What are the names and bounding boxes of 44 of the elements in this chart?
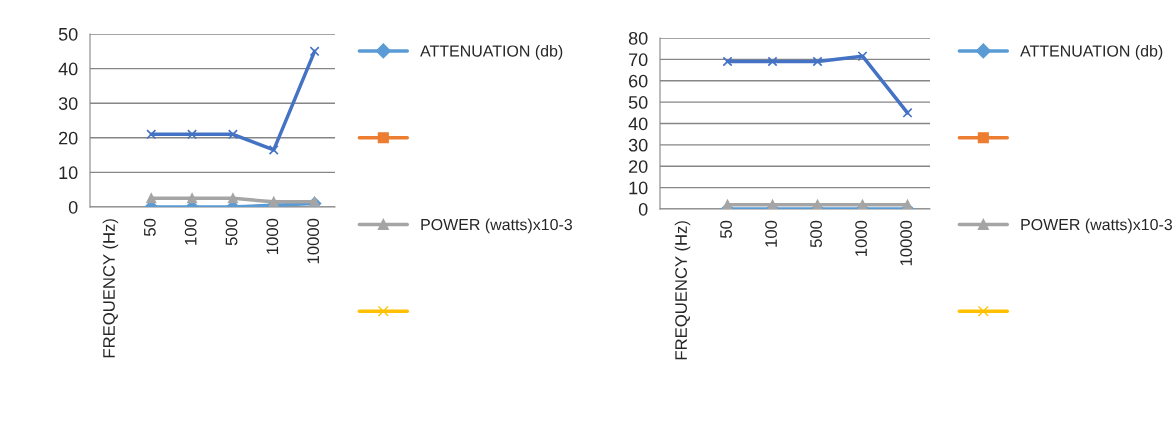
- point: [722, 56, 733, 67]
- x-tick-label: 10000: [900, 220, 912, 266]
- point: [309, 46, 320, 57]
- y-tick-label: 50: [58, 27, 78, 41]
- y-tick-label: 40: [58, 62, 78, 76]
- point: [227, 193, 238, 204]
- y-tick-label: 50: [628, 96, 648, 109]
- y-tick-label: 0: [68, 200, 78, 214]
- point: [227, 129, 238, 140]
- y-tick-label: 20: [629, 160, 648, 173]
- y-tick-label: 60: [629, 74, 648, 88]
- y-tick-label: 80: [628, 31, 648, 45]
- x-tick-label: 50: [720, 220, 732, 238]
- legend-label: POWER (watts)x10-3: [1021, 218, 1173, 234]
- point: [146, 193, 157, 204]
- x-tick-label: FREQUENCY (Hz): [102, 219, 119, 358]
- point: [187, 129, 198, 140]
- x-tick-label: 1000: [266, 218, 279, 254]
- point: [268, 144, 279, 155]
- legend-label: ATTENUATION (db): [1020, 44, 1163, 60]
- y-tick-label: 0: [638, 202, 648, 216]
- legend-label: ATTENUATION (db): [420, 44, 563, 60]
- y-tick-label: 20: [59, 131, 78, 145]
- x-tick-label: 10000: [307, 218, 320, 264]
- x-tick-label: 500: [810, 220, 822, 248]
- y-tick-label: 40: [628, 117, 648, 131]
- point: [902, 107, 913, 118]
- x-tick-label: 50: [143, 218, 156, 236]
- y-tick-label: 70: [629, 53, 648, 67]
- y-tick-label: 10: [629, 181, 648, 195]
- x-tick-label: FREQUENCY (Hz): [674, 221, 691, 360]
- x-tick-label: 100: [184, 218, 197, 245]
- legend-label: POWER (watts)x10-3: [421, 218, 573, 234]
- y-tick-label: 10: [59, 166, 78, 180]
- point: [857, 51, 868, 62]
- x-tick-label: 500: [225, 218, 238, 246]
- point: [812, 56, 823, 67]
- y-tick-label: 30: [58, 97, 78, 110]
- x-tick-label: 1000: [855, 220, 867, 256]
- x-tick-label: 100: [765, 220, 777, 247]
- y-tick-label: 30: [628, 138, 648, 152]
- point: [187, 193, 198, 204]
- point: [146, 129, 157, 140]
- point: [767, 56, 778, 67]
